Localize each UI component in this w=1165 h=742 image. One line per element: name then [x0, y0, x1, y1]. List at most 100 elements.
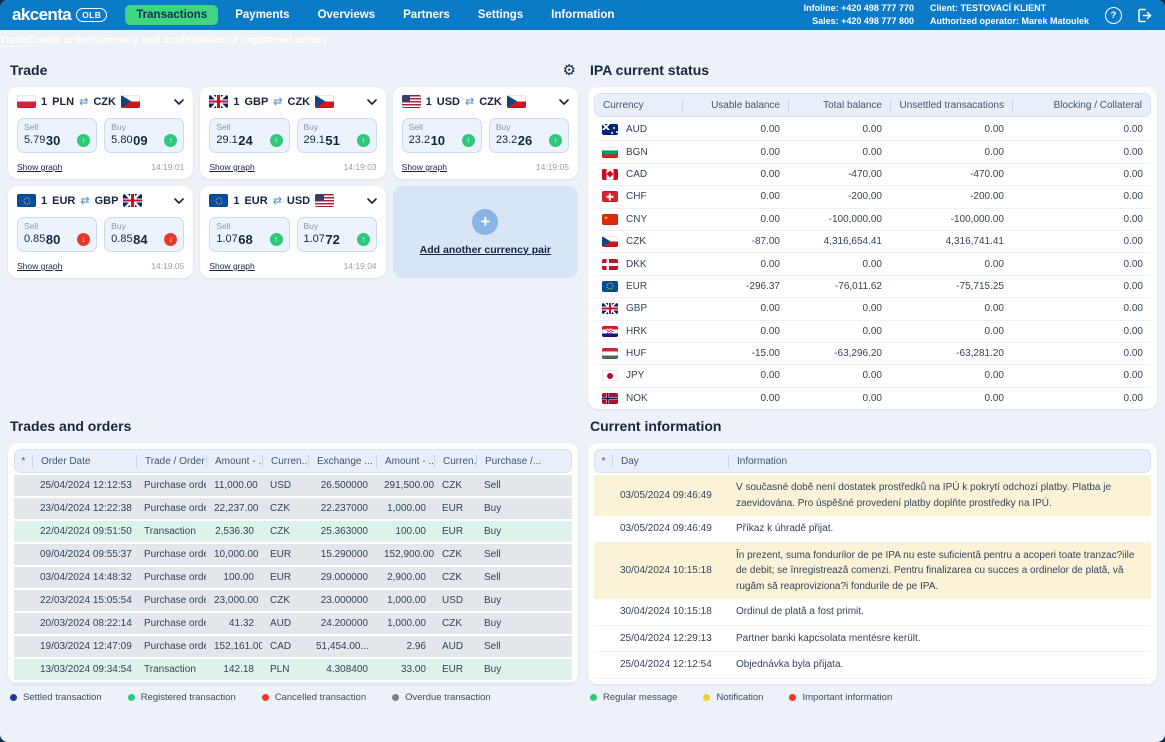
buy-rate-value-bold: 26 — [518, 133, 532, 148]
main-nav-tab[interactable]: Partners — [392, 5, 461, 25]
trade-order-row[interactable]: 23/04/2024 12:22:38 Purchase order 22,23… — [14, 498, 572, 519]
currency-cards-grid: 1 PLN ⇄ CZK Sell — [8, 87, 578, 278]
quote-currency-flag-icon — [315, 194, 334, 207]
col-currency-1: Curren... — [263, 455, 309, 468]
buy-rate-button[interactable]: Buy 0.8584 — [104, 217, 184, 252]
currency-pair-header: 1 EUR ⇄ GBP — [17, 194, 184, 207]
legend-label: Settled transaction — [23, 692, 102, 703]
main-nav-tab[interactable]: Transactions — [125, 5, 218, 25]
order-date: 20/03/2024 08:22:14 — [32, 618, 136, 629]
trade-order-row[interactable]: 13/03/2024 09:34:54 Transaction 142.18 P… — [14, 659, 572, 680]
buy-label: Buy — [304, 122, 370, 132]
chevron-down-icon[interactable] — [174, 99, 184, 105]
app-window: akcenta OLB TransactionsPaymentsOverview… — [0, 0, 1165, 742]
ipa-currency-row: CNY 0.00 -100,000.00 -100,000.00 0.00 — [594, 209, 1151, 231]
show-graph-link[interactable]: Show graph — [209, 162, 254, 172]
info-text: Partner banki kapcsolata mentésre került… — [728, 630, 1151, 648]
sell-rate-button[interactable]: Sell 23.210 — [402, 118, 482, 153]
trade-order-row[interactable]: 19/03/2024 12:47:09 Purchase order 152,1… — [14, 636, 572, 657]
main-nav-tab[interactable]: Settings — [467, 5, 534, 25]
chevron-down-icon[interactable] — [559, 99, 569, 105]
information-row[interactable]: 23/04/2024 12:22:39 Objednávka byla přij… — [594, 679, 1151, 685]
buy-label: Buy — [111, 221, 177, 231]
currency-code: DKK — [626, 259, 647, 270]
show-graph-link[interactable]: Show graph — [17, 261, 62, 271]
currency-flag-icon — [602, 214, 618, 225]
trade-type: Purchase order — [136, 618, 206, 629]
usable-balance-value: 0.00 — [682, 370, 788, 381]
blocking-value: 0.00 — [1012, 303, 1151, 314]
chevron-down-icon[interactable] — [367, 99, 377, 105]
buy-rate-button[interactable]: Buy 29.151 — [297, 118, 377, 153]
trade-order-row[interactable]: 25/04/2024 12:12:53 Purchase order 11,00… — [14, 475, 572, 496]
trade-order-row[interactable]: 22/04/2024 09:51:50 Transaction 2,536.30… — [14, 521, 572, 542]
sell-rate-button[interactable]: Sell 5.7930 — [17, 118, 97, 153]
trade-order-row[interactable]: 09/04/2024 09:55:37 Purchase order 10,00… — [14, 544, 572, 565]
blocking-value: 0.00 — [1012, 191, 1151, 202]
exchange-rate: 15.290000 — [308, 549, 376, 560]
sub-nav-item[interactable]: Create order — [28, 34, 90, 46]
information-row[interactable]: 03/05/2024 09:46:49 Příkaz k úhradě přij… — [594, 516, 1151, 543]
ipa-status-panel: Currency Usable balance Total balance Un… — [588, 87, 1157, 409]
currency-pair-card: 1 EUR ⇄ USD Sell — [200, 186, 385, 278]
total-balance-value: 0.00 — [788, 303, 890, 314]
buy-rate-button[interactable]: Buy 1.0772 — [297, 217, 377, 252]
col-unsettled: Unsettled transacations — [891, 99, 1013, 112]
sub-nav-item[interactable]: Trade — [0, 34, 28, 46]
buy-rate-button[interactable]: Buy 5.8009 — [104, 118, 184, 153]
information-row[interactable]: 30/04/2024 10:15:18 În prezent, suma fon… — [594, 543, 1151, 600]
amount-1: 142.18 — [206, 664, 262, 675]
info-text: Ordinul de plată a fost primit. — [728, 603, 1151, 621]
sell-rate-button[interactable]: Sell 29.124 — [209, 118, 289, 153]
information-row[interactable]: 03/05/2024 09:46:49 V současné době není… — [594, 475, 1151, 516]
currency-flag-icon — [602, 124, 618, 135]
add-currency-pair-label: Add another currency pair — [420, 244, 551, 256]
total-balance-value: 0.00 — [788, 326, 890, 337]
buy-rate-value-bold: 09 — [133, 133, 147, 148]
trade-order-row[interactable]: 03/04/2024 14:48:32 Purchase order 100.0… — [14, 567, 572, 588]
currency-flag-icon — [602, 348, 618, 359]
quote-currency-flag-icon — [121, 95, 140, 108]
main-nav-tab[interactable]: Overviews — [307, 5, 387, 25]
exchange-rate: 23.000000 — [308, 595, 376, 606]
amount-2: 1,000.00 — [376, 503, 434, 514]
information-row[interactable]: 30/04/2024 10:15:18 Ordinul de plată a f… — [594, 599, 1151, 626]
legend-label: Regular message — [603, 692, 677, 703]
chevron-down-icon[interactable] — [367, 198, 377, 204]
unsettled-value: -200.00 — [890, 191, 1012, 202]
sell-rate-button[interactable]: Sell 0.8580 — [17, 217, 97, 252]
information-row[interactable]: 25/04/2024 12:12:54 Objednávka byla přij… — [594, 652, 1151, 679]
show-graph-link[interactable]: Show graph — [17, 162, 62, 172]
main-nav-tab[interactable]: Payments — [224, 5, 300, 25]
ipa-currency-row: CHF 0.00 -200.00 -200.00 0.00 — [594, 186, 1151, 208]
sell-rate-button[interactable]: Sell 1.0768 — [209, 217, 289, 252]
show-graph-link[interactable]: Show graph — [402, 162, 447, 172]
pair-amount: 1 — [233, 195, 239, 207]
chevron-down-icon[interactable] — [174, 198, 184, 204]
information-row[interactable]: 25/04/2024 12:29:13 Partner banki kapcso… — [594, 626, 1151, 653]
gear-icon[interactable]: ⚙ — [563, 63, 576, 78]
sub-nav-item[interactable]: Summary and modification of registered o… — [90, 34, 327, 46]
amount-1: 10,000.00 — [206, 549, 262, 560]
total-balance-value: 0.00 — [788, 393, 890, 404]
unsettled-value: -470.00 — [890, 169, 1012, 180]
main-nav-tab[interactable]: Information — [540, 5, 625, 25]
rate-timestamp: 14:19:01 — [151, 162, 184, 172]
buy-rate-button[interactable]: Buy 23.226 — [489, 118, 569, 153]
currency-code: HUF — [626, 348, 647, 359]
legend-dot-icon — [590, 694, 597, 701]
currency-flag-icon — [602, 281, 618, 292]
col-status: * — [15, 455, 33, 468]
sell-rate-value: 23.2 — [409, 134, 430, 146]
currency-flag-icon — [602, 236, 618, 247]
add-currency-pair-button[interactable]: + Add another currency pair — [393, 186, 578, 278]
trade-order-row[interactable]: 22/03/2024 15:05:54 Purchase order 23,00… — [14, 590, 572, 611]
sell-rate-value: 1.07 — [216, 233, 237, 245]
trade-order-row[interactable]: 20/03/2024 08:22:14 Purchase order 41.32… — [14, 613, 572, 634]
help-icon[interactable]: ? — [1105, 7, 1122, 24]
trade-order-row[interactable]: 13/03/2024 09:34:09 Transaction 23.42 EU… — [14, 682, 572, 684]
pair-amount: 1 — [41, 96, 47, 108]
logout-icon[interactable] — [1137, 8, 1153, 23]
pair-amount: 1 — [233, 96, 239, 108]
show-graph-link[interactable]: Show graph — [209, 261, 254, 271]
